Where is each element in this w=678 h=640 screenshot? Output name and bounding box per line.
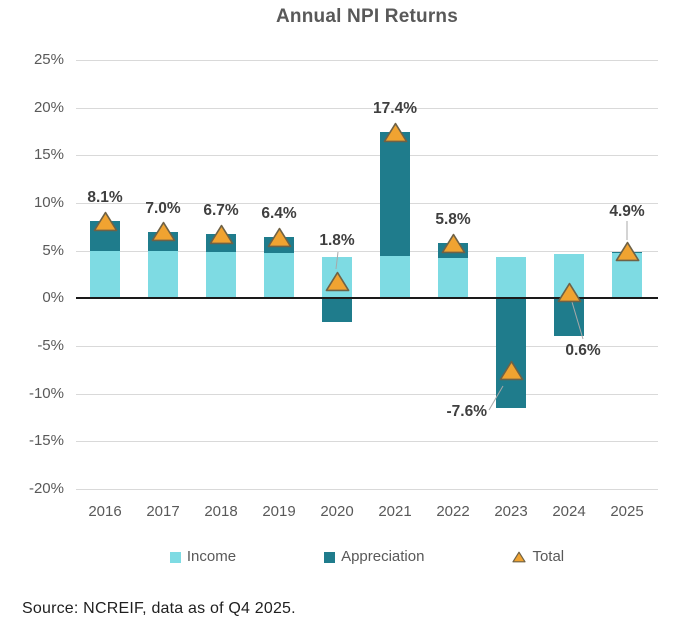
x-label-2024: 2024 [552,503,586,520]
total-marker-2017 [151,221,175,242]
legend-label-income: Income [186,548,237,565]
total-marker-2024 [557,282,581,303]
legend-label-total: Total [532,548,565,565]
total-label-2019: 6.4% [261,205,297,223]
total-marker-2018 [209,224,233,245]
gridline--20% [76,488,658,490]
total-label-2024: 0.6% [565,342,601,359]
income-bar-2023 [496,257,526,299]
appreciation-bar-2023 [496,298,526,408]
income-bar-2021 [380,256,410,299]
y-tick-5%: 5% [42,241,64,259]
legend-label-appreciation: Appreciation [341,548,425,565]
income-bar-2019 [264,252,294,299]
total-label-2023: -7.6% [446,403,488,420]
y-tick--10%: -10% [28,384,64,402]
chart-title: Annual NPI Returns [275,6,458,27]
total-label-2022: 5.8% [435,211,471,229]
total-marker-2019 [267,227,291,247]
gridline-15% [76,155,658,157]
total-marker-2022 [441,233,465,253]
appreciation-bar-2024 [554,298,584,337]
appreciation-bar-2021 [380,132,410,257]
income-bar-2022 [438,258,468,299]
y-tick-0%: 0% [42,289,64,307]
x-label-2025: 2025 [610,503,644,520]
total-marker-2021 [383,122,407,143]
income-swatch-icon [169,551,181,563]
total-label-2016: 8.1% [87,189,123,207]
income-bar-2016 [90,250,120,299]
appreciation-bar-2020 [322,298,352,323]
gridline--15% [76,441,658,443]
income-bar-2017 [148,250,178,299]
y-tick--20%: -20% [28,479,64,497]
x-axis-zero-line [76,297,658,300]
x-label-2017: 2017 [146,503,180,520]
y-tick--15%: -15% [28,432,64,450]
y-tick-25%: 25% [33,51,64,69]
x-label-2016: 2016 [88,503,122,520]
total-marker-2025 [615,241,639,262]
total-marker-2023 [499,361,523,381]
y-tick-15%: 15% [33,146,64,164]
y-tick--5%: -5% [37,336,64,354]
gridline-25% [76,60,658,62]
y-tick-20%: 20% [33,98,64,116]
gridline--5% [76,345,658,347]
chart-legend: Income Appreciation Total [76,548,658,566]
legend-item-appreciation: Appreciation [324,548,424,566]
x-label-2021: 2021 [378,503,412,520]
x-label-2019: 2019 [262,503,296,520]
x-label-2023: 2023 [494,503,528,520]
total-label-2018: 6.7% [203,202,239,220]
legend-item-income: Income [169,548,237,566]
total-label-2021: 17.4% [373,100,417,118]
income-bar-2018 [206,251,236,299]
x-label-2018: 2018 [204,503,238,520]
total-triangle-icon [512,551,527,563]
appreciation-swatch-icon [324,551,336,563]
gridline-5% [76,250,658,252]
gridline-10% [76,203,658,204]
total-label-2020: 1.8% [319,232,355,249]
y-tick-10%: 10% [33,194,64,211]
gridline--10% [76,393,658,395]
total-marker-2020 [325,271,349,291]
legend-item-total: Total [512,548,564,566]
total-marker-2016 [93,211,117,231]
x-label-2020: 2020 [320,503,354,520]
source-note: Source: NCREIF, data as of Q4 2025. [22,600,296,617]
total-label-2025: 4.9% [609,203,645,220]
x-label-2022: 2022 [436,503,470,520]
gridline-20% [76,107,658,109]
total-label-2017: 7.0% [145,199,181,217]
